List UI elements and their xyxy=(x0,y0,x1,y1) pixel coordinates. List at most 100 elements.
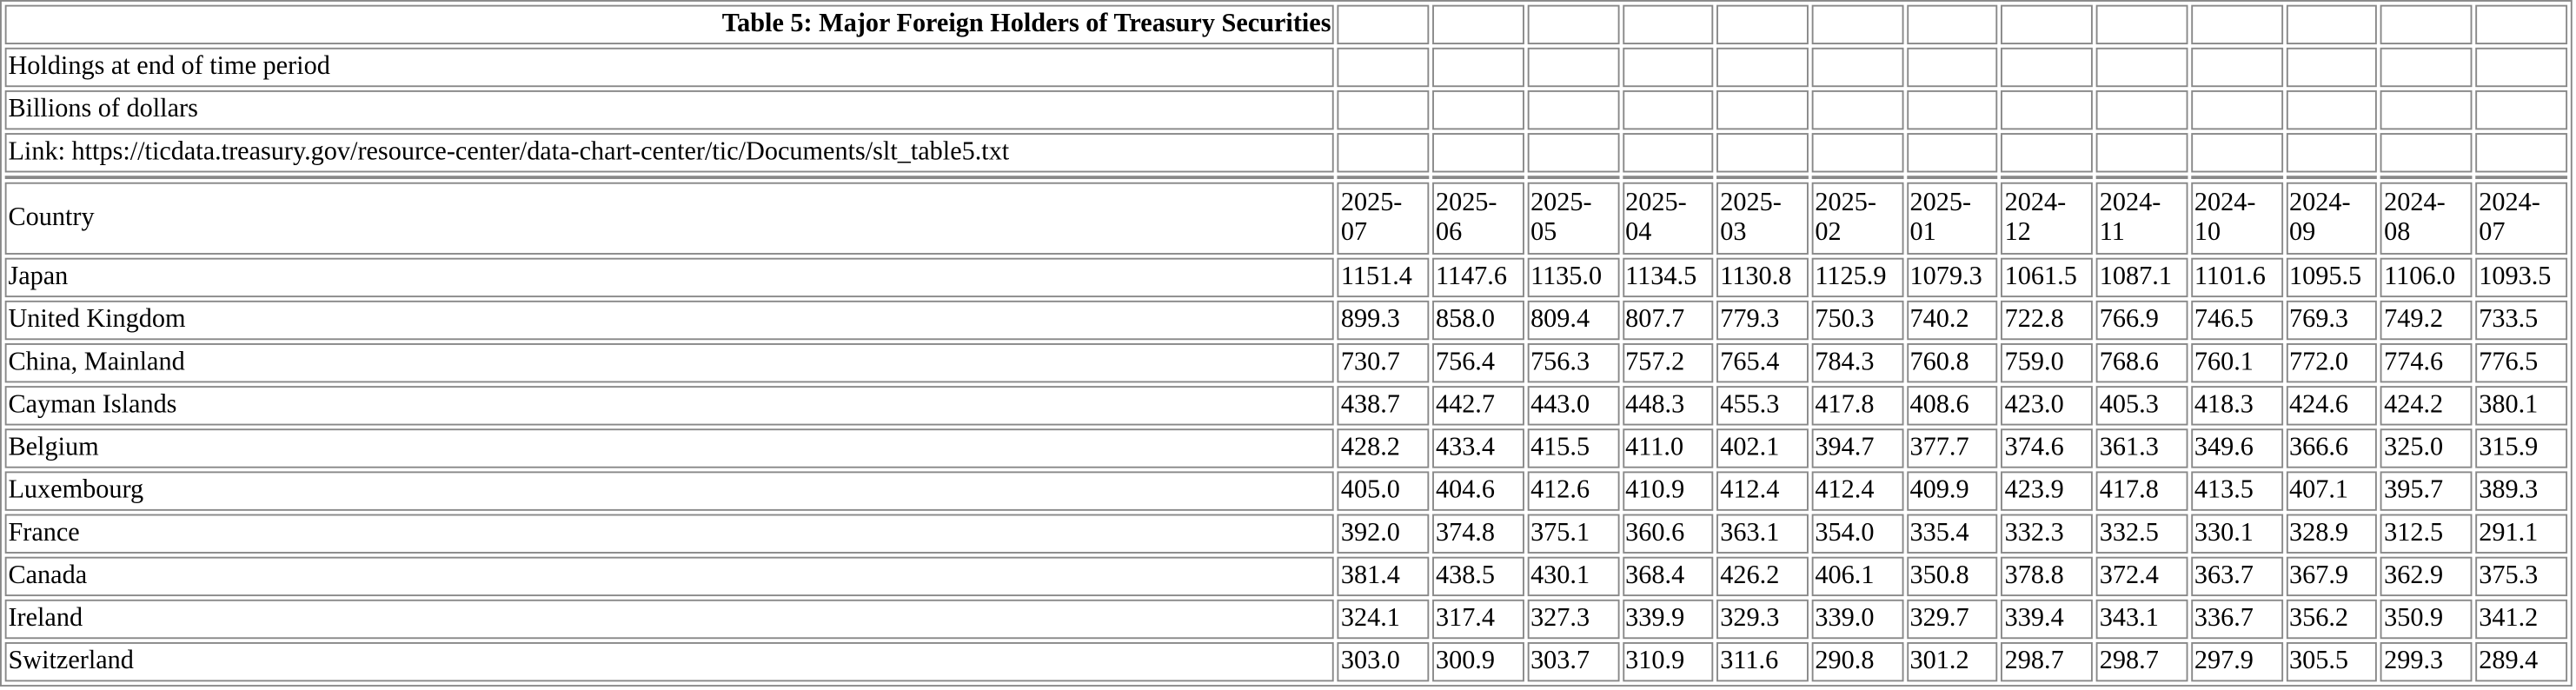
value-cell: 1134.5 xyxy=(1622,257,1714,298)
value-cell: 395.7 xyxy=(2380,471,2473,511)
value-cell: 394.7 xyxy=(1811,428,1903,468)
value-cell: 428.2 xyxy=(1338,428,1430,468)
empty-cell xyxy=(2380,47,2473,88)
column-header: 2025-02 xyxy=(1811,182,1903,255)
value-cell: 1125.9 xyxy=(1811,257,1903,298)
separator-cell xyxy=(1432,176,1524,180)
value-cell: 1093.5 xyxy=(2475,257,2568,298)
value-cell: 807.7 xyxy=(1622,300,1714,341)
empty-cell xyxy=(1432,133,1524,173)
value-cell: 423.9 xyxy=(2001,471,2094,511)
value-cell: 324.1 xyxy=(1338,599,1430,640)
value-cell: 311.6 xyxy=(1716,641,1809,682)
value-cell: 1095.5 xyxy=(2286,257,2378,298)
table-row xyxy=(4,176,2568,180)
value-cell: 415.5 xyxy=(1527,428,1619,468)
value-cell: 405.3 xyxy=(2095,386,2188,426)
country-cell: Belgium xyxy=(4,428,1335,468)
country-cell: United Kingdom xyxy=(4,300,1335,341)
value-cell: 1061.5 xyxy=(2001,257,2094,298)
value-cell: 760.8 xyxy=(1906,343,1999,383)
table-row: Canada 381.4 438.5 430.1 368.4 426.2 406.1 350.… xyxy=(4,556,2568,597)
value-cell: 327.3 xyxy=(1527,599,1619,640)
empty-cell xyxy=(2001,4,2094,45)
country-cell: China, Mainland xyxy=(4,343,1335,383)
value-cell: 381.4 xyxy=(1338,556,1430,597)
empty-cell xyxy=(1432,47,1524,88)
empty-cell xyxy=(2001,133,2094,173)
value-cell: 1087.1 xyxy=(2095,257,2188,298)
value-cell: 424.6 xyxy=(2286,386,2378,426)
empty-cell xyxy=(2191,4,2283,45)
value-cell: 412.4 xyxy=(1811,471,1903,511)
empty-cell xyxy=(2095,90,2188,130)
value-cell: 730.7 xyxy=(1338,343,1430,383)
empty-cell xyxy=(2286,4,2378,45)
value-cell: 361.3 xyxy=(2095,428,2188,468)
value-cell: 749.2 xyxy=(2380,300,2473,341)
value-cell: 438.7 xyxy=(1338,386,1430,426)
value-cell: 343.1 xyxy=(2095,599,2188,640)
empty-cell xyxy=(2380,90,2473,130)
value-cell: 300.9 xyxy=(1432,641,1524,682)
value-cell: 299.3 xyxy=(2380,641,2473,682)
empty-cell xyxy=(1432,90,1524,130)
value-cell: 290.8 xyxy=(1811,641,1903,682)
separator-cell xyxy=(1622,176,1714,180)
value-cell: 1079.3 xyxy=(1906,257,1999,298)
table-row: Cayman Islands 438.7 442.7 443.0 448.3 455.3 4… xyxy=(4,386,2568,426)
country-cell: Canada xyxy=(4,556,1335,597)
empty-cell xyxy=(1527,47,1619,88)
header-line: Holdings at end of time period xyxy=(4,47,1335,88)
value-cell: 335.4 xyxy=(1906,514,1999,554)
value-cell: 356.2 xyxy=(2286,599,2378,640)
empty-cell xyxy=(1906,133,1999,173)
table-row: Billions of dollars xyxy=(4,90,2568,130)
value-cell: 374.6 xyxy=(2001,428,2094,468)
empty-cell xyxy=(2286,90,2378,130)
value-cell: 339.0 xyxy=(1811,599,1903,640)
value-cell: 407.1 xyxy=(2286,471,2378,511)
empty-cell xyxy=(2380,4,2473,45)
column-header: 2025-06 xyxy=(1432,182,1524,255)
value-cell: 776.5 xyxy=(2475,343,2568,383)
empty-cell xyxy=(1622,90,1714,130)
value-cell: 303.7 xyxy=(1527,641,1619,682)
separator-cell xyxy=(1527,176,1619,180)
table-row: Switzerland 303.0 300.9 303.7 310.9 311.6 290.… xyxy=(4,641,2568,682)
empty-cell xyxy=(2191,90,2283,130)
value-cell: 769.3 xyxy=(2286,300,2378,341)
value-cell: 310.9 xyxy=(1622,641,1714,682)
table-row: Holdings at end of time period xyxy=(4,47,2568,88)
value-cell: 339.4 xyxy=(2001,599,2094,640)
column-header: 2025-07 xyxy=(1338,182,1430,255)
value-cell: 363.7 xyxy=(2191,556,2283,597)
value-cell: 756.3 xyxy=(1527,343,1619,383)
table-row: Link: https://ticdata.treasury.gov/resou… xyxy=(4,133,2568,173)
separator-cell xyxy=(1338,176,1430,180)
value-cell: 405.0 xyxy=(1338,471,1430,511)
column-header: Country xyxy=(4,182,1335,255)
table-row: Luxembourg 405.0 404.6 412.6 410.9 412.4 412.4… xyxy=(4,471,2568,511)
value-cell: 411.0 xyxy=(1622,428,1714,468)
empty-cell xyxy=(2095,4,2188,45)
value-cell: 368.4 xyxy=(1622,556,1714,597)
value-cell: 442.7 xyxy=(1432,386,1524,426)
value-cell: 297.9 xyxy=(2191,641,2283,682)
value-cell: 375.1 xyxy=(1527,514,1619,554)
value-cell: 438.5 xyxy=(1432,556,1524,597)
value-cell: 375.3 xyxy=(2475,556,2568,597)
separator-cell xyxy=(2286,176,2378,180)
value-cell: 779.3 xyxy=(1716,300,1809,341)
value-cell: 377.7 xyxy=(1906,428,1999,468)
value-cell: 289.4 xyxy=(2475,641,2568,682)
column-header: 2025-01 xyxy=(1906,182,1999,255)
value-cell: 768.6 xyxy=(2095,343,2188,383)
value-cell: 349.6 xyxy=(2191,428,2283,468)
value-cell: 402.1 xyxy=(1716,428,1809,468)
table-title: Table 5: Major Foreign Holders of Treasu… xyxy=(4,4,1335,45)
separator-cell xyxy=(1811,176,1903,180)
